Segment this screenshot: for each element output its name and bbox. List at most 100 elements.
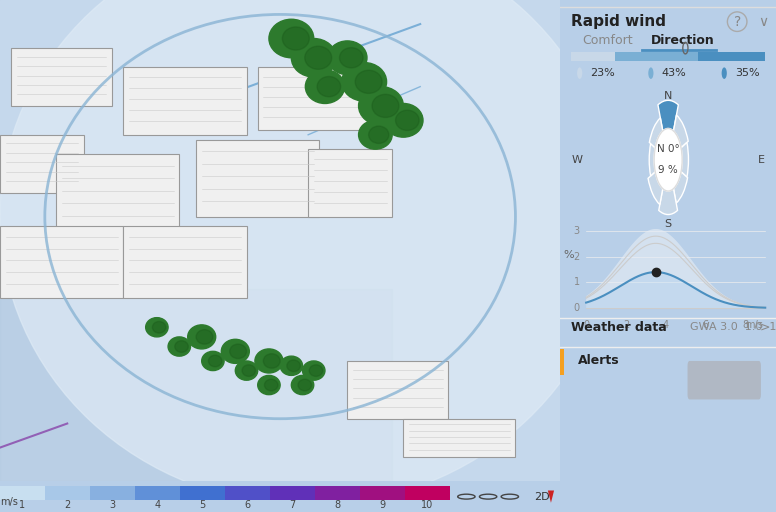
Bar [196,140,320,217]
Text: Comfort: Comfort [582,34,632,48]
Text: 1: 1 [19,500,26,510]
Circle shape [146,317,168,337]
Wedge shape [674,115,688,148]
Bar [571,52,615,61]
Bar [270,486,315,500]
Bar [560,349,563,375]
Circle shape [265,379,278,391]
Circle shape [291,375,314,395]
Text: E: E [757,155,764,165]
Text: 35%: 35% [735,68,760,78]
Bar [258,68,370,130]
Circle shape [202,351,224,371]
Wedge shape [674,172,688,203]
Text: GWA 3.0  1.0  1.75: GWA 3.0 1.0 1.75 [690,322,776,332]
Circle shape [359,87,404,125]
Bar [348,361,449,419]
Text: 6: 6 [702,320,708,330]
Text: 3: 3 [573,226,580,236]
Circle shape [355,70,382,93]
Text: 8: 8 [334,500,341,510]
Bar [308,149,392,217]
Bar [45,486,90,500]
Text: 1: 1 [750,374,757,384]
Circle shape [282,27,310,50]
Text: Direction: Direction [651,34,715,48]
Circle shape [235,361,258,380]
Wedge shape [648,172,663,205]
Circle shape [280,356,303,375]
Text: ?: ? [733,15,741,29]
Text: S: S [664,219,672,229]
Text: ∨: ∨ [758,15,768,29]
Text: 2: 2 [623,320,629,330]
Circle shape [175,341,189,352]
Text: 9 %: 9 % [658,165,678,176]
Circle shape [310,365,323,376]
Bar [0,289,392,481]
Text: 9: 9 [379,500,386,510]
Circle shape [359,120,392,149]
Text: m/s: m/s [746,320,764,330]
Circle shape [305,70,345,103]
Text: 5: 5 [199,500,206,510]
Circle shape [242,365,255,376]
Text: 10: 10 [421,500,434,510]
Text: 4: 4 [154,500,161,510]
Bar [0,226,123,298]
Circle shape [298,379,311,391]
Circle shape [255,349,283,373]
Wedge shape [658,100,678,131]
Circle shape [258,375,280,395]
Text: %: % [563,250,574,260]
Bar [56,154,179,231]
Text: 23%: 23% [591,68,615,78]
Wedge shape [650,118,663,148]
Polygon shape [548,490,554,503]
Text: m/s: m/s [0,497,18,507]
Circle shape [648,68,653,79]
Circle shape [372,94,399,117]
Circle shape [305,46,331,69]
Circle shape [384,103,423,137]
Circle shape [269,19,314,58]
Text: Rapid wind: Rapid wind [571,14,666,29]
Polygon shape [586,229,765,308]
Bar [404,419,515,457]
Circle shape [230,344,247,358]
Circle shape [188,325,216,349]
Bar [0,486,45,500]
Bar [225,486,270,500]
Circle shape [341,62,386,101]
Circle shape [396,110,419,131]
Bar [405,486,450,500]
Circle shape [221,339,249,364]
Circle shape [722,68,727,79]
Bar [615,52,698,61]
Text: 2: 2 [64,500,71,510]
Wedge shape [650,144,655,176]
Text: N: N [664,91,672,101]
Bar [0,135,84,193]
Circle shape [303,361,325,380]
Text: Alerts: Alerts [577,354,619,368]
Wedge shape [659,189,677,215]
Bar [123,226,247,298]
Bar [180,486,225,500]
Text: 4: 4 [663,320,669,330]
Bar [90,486,135,500]
Text: 2: 2 [573,252,580,262]
Bar [123,68,247,135]
Bar [315,486,360,500]
Text: Weather data: Weather data [571,321,667,334]
FancyBboxPatch shape [688,361,761,399]
Circle shape [209,355,222,367]
Circle shape [317,76,341,97]
Circle shape [291,38,336,77]
Circle shape [168,337,190,356]
Text: N 0°: N 0° [656,144,680,154]
Ellipse shape [0,0,616,505]
Circle shape [196,330,213,344]
Circle shape [287,360,300,372]
Text: 8: 8 [743,320,748,330]
